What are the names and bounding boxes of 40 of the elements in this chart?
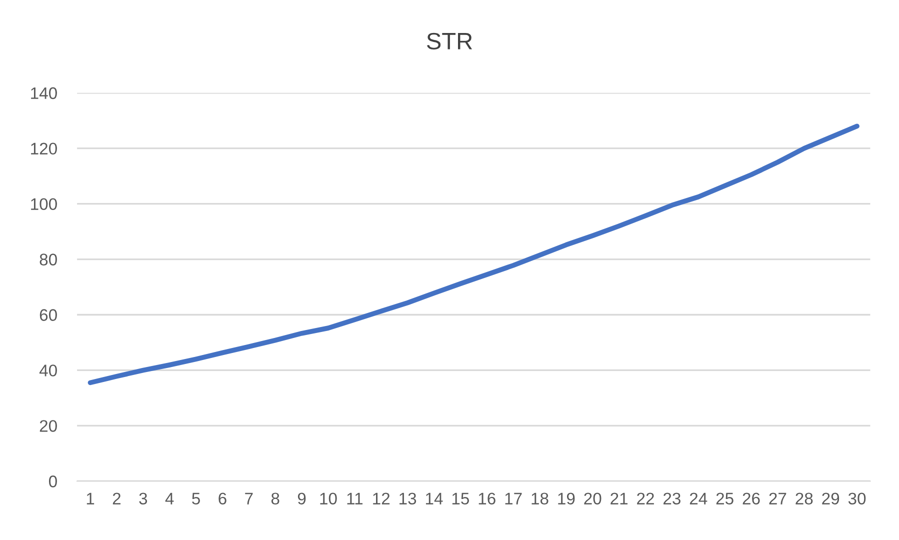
x-tick-label: 12 [373, 492, 390, 504]
x-tick-label: 17 [505, 492, 522, 504]
x-tick-label: 15 [452, 492, 469, 504]
x-tick-label: 18 [532, 492, 548, 504]
y-tick-label: 80 [40, 254, 57, 266]
y-tick-label: 0 [48, 476, 57, 488]
y-tick-label: 20 [40, 420, 57, 432]
x-tick-label: 11 [347, 492, 362, 504]
x-tick-label: 23 [664, 492, 680, 504]
x-tick-label: 8 [271, 492, 280, 504]
x-tick-label: 26 [742, 492, 760, 504]
x-tick-label: 7 [245, 492, 253, 504]
chart-title: STR [426, 32, 472, 50]
x-tick-label: 13 [400, 492, 416, 504]
x-tick-label: 16 [478, 492, 496, 504]
x-tick-label: 20 [584, 492, 602, 504]
x-tick-label: 25 [716, 492, 734, 504]
x-tick-label: 29 [822, 492, 840, 504]
x-tick-label: 10 [320, 492, 337, 504]
x-tick-label: 22 [637, 492, 654, 504]
x-tick-label: 27 [769, 492, 786, 504]
x-tick-label: 5 [192, 492, 200, 504]
y-tick-label: 60 [40, 309, 57, 321]
x-tick-label: 21 [610, 492, 628, 504]
y-tick-label: 140 [31, 87, 57, 100]
x-tick-label: 6 [218, 492, 226, 504]
y-tick-label: 100 [31, 198, 57, 210]
x-tick-label: 2 [112, 492, 120, 504]
x-tick-label: 3 [139, 492, 148, 504]
x-tick-label: 28 [796, 492, 813, 504]
x-tick-label: 24 [690, 492, 708, 504]
y-tick-label: 120 [31, 142, 57, 155]
x-tick-label: 4 [165, 492, 174, 504]
x-tick-label: 1 [86, 492, 94, 504]
x-tick-label: 14 [426, 492, 443, 504]
line-series [88, 124, 860, 386]
x-tick-label: 19 [558, 492, 575, 504]
y-tick-label: 40 [39, 364, 57, 376]
x-tick-label: 9 [298, 492, 306, 504]
x-tick-label: 30 [848, 492, 866, 504]
